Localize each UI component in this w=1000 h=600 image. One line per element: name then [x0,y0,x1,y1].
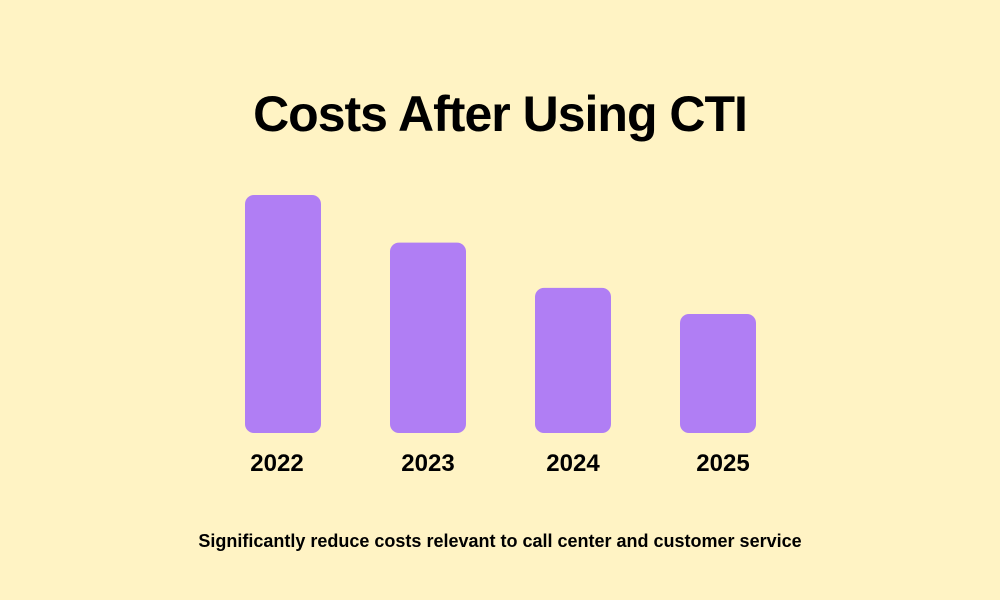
bar-group [245,195,756,433]
bar-2023 [390,242,466,433]
x-tick-label-2025: 2025 [696,450,749,477]
x-tick-label-2023: 2023 [401,450,454,477]
x-tick-label-2022: 2022 [250,450,303,477]
x-tick-label-2024: 2024 [546,450,600,477]
x-tick-labels: 2022 2023 2024 2025 [250,450,749,477]
chart-title: Costs After Using CTI [253,86,748,142]
chart-caption: Significantly reduce costs relevant to c… [198,531,802,551]
bar-2024 [535,287,611,433]
bar-2025 [680,314,756,433]
bar-2022 [245,195,321,433]
